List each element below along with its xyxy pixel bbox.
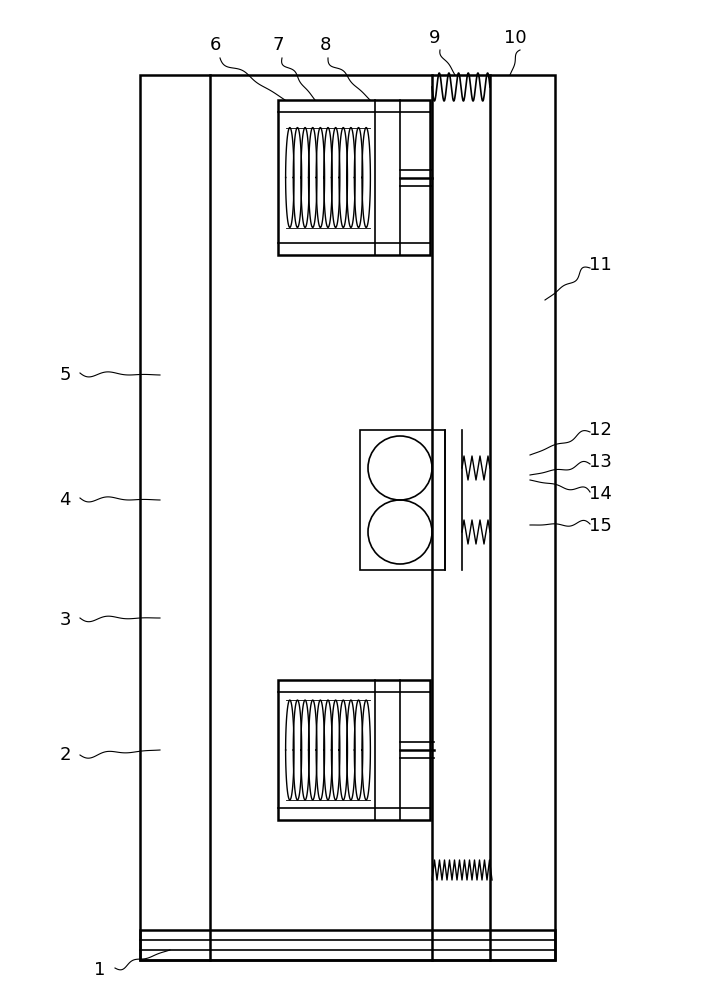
- Text: 1: 1: [94, 961, 106, 979]
- Text: 8: 8: [319, 36, 331, 54]
- Text: 7: 7: [272, 36, 284, 54]
- Bar: [140, 930, 555, 960]
- Text: 6: 6: [209, 36, 221, 54]
- Text: 13: 13: [589, 453, 612, 471]
- Text: 4: 4: [59, 491, 71, 509]
- Text: 15: 15: [589, 517, 612, 535]
- Bar: [278, 100, 430, 255]
- Text: 5: 5: [59, 366, 71, 384]
- Text: 12: 12: [589, 421, 612, 439]
- Text: 10: 10: [504, 29, 526, 47]
- Bar: [360, 430, 445, 570]
- Text: 9: 9: [429, 29, 441, 47]
- Text: 3: 3: [59, 611, 71, 629]
- Text: 14: 14: [589, 485, 612, 503]
- Bar: [278, 680, 430, 820]
- Text: 11: 11: [589, 256, 611, 274]
- Text: 2: 2: [59, 746, 71, 764]
- Bar: [140, 75, 555, 960]
